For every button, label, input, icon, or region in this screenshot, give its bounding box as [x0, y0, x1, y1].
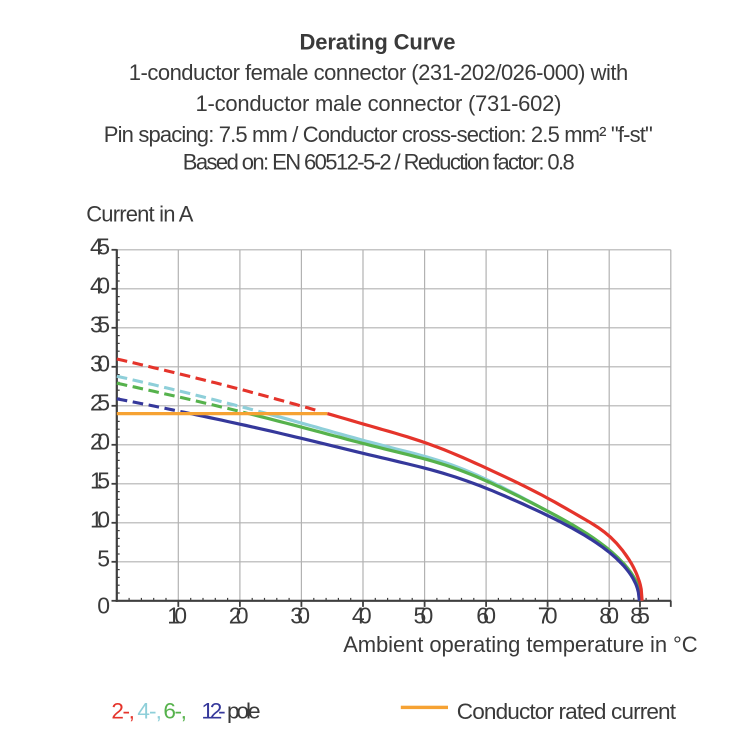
svg-text:Pin spacing: 7.5 mm / Conducto: Pin spacing: 7.5 mm / Conductor cross-se…	[104, 122, 653, 147]
svg-text:60: 60	[476, 603, 496, 629]
svg-text:40: 40	[90, 273, 110, 299]
svg-text:35: 35	[90, 312, 110, 338]
svg-text:0: 0	[97, 593, 110, 619]
svg-text:Conductor rated current: Conductor rated current	[457, 699, 677, 724]
svg-text:20: 20	[90, 429, 110, 455]
svg-text:70: 70	[538, 603, 558, 629]
svg-text:50: 50	[414, 603, 434, 629]
svg-text:1-conductor male connector (73: 1-conductor male connector (731-602)	[196, 91, 562, 116]
svg-text:85: 85	[630, 603, 650, 629]
svg-text:40: 40	[352, 603, 372, 629]
svg-text:10: 10	[167, 603, 187, 629]
svg-text:12-: 12-	[201, 699, 225, 724]
svg-text:Based on: EN 60512-5-2 / Reduc: Based on: EN 60512-5-2 / Reduction facto…	[183, 149, 575, 174]
svg-text:45: 45	[90, 234, 110, 260]
svg-text:6-,: 6-,	[163, 699, 187, 724]
svg-text:25: 25	[90, 390, 110, 416]
svg-text:2-,: 2-,	[111, 699, 134, 724]
svg-text:pole: pole	[227, 699, 261, 724]
svg-text:1-conductor female connector (: 1-conductor female connector (231-202/02…	[129, 60, 628, 85]
svg-text:Ambient operating temperature: Ambient operating temperature in °C	[343, 632, 698, 657]
svg-text:4-,: 4-,	[137, 699, 162, 724]
svg-text:30: 30	[90, 351, 110, 377]
svg-text:5: 5	[97, 546, 110, 572]
svg-text:10: 10	[90, 507, 110, 533]
svg-text:15: 15	[90, 468, 110, 494]
svg-text:Current in A: Current in A	[86, 202, 194, 227]
svg-text:80: 80	[599, 603, 619, 629]
svg-text:Derating Curve: Derating Curve	[300, 30, 456, 55]
svg-text:30: 30	[290, 603, 310, 629]
svg-text:20: 20	[229, 603, 249, 629]
